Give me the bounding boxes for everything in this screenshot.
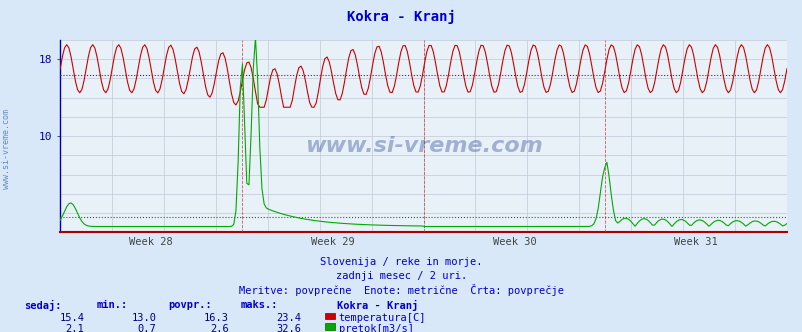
Text: 16.3: 16.3 xyxy=(204,313,229,323)
Text: 13.0: 13.0 xyxy=(132,313,156,323)
Text: pretok[m3/s]: pretok[m3/s] xyxy=(338,324,413,332)
Text: 2.1: 2.1 xyxy=(66,324,84,332)
Text: Week 31: Week 31 xyxy=(674,237,717,247)
Text: Meritve: povprečne  Enote: metrične  Črta: povprečje: Meritve: povprečne Enote: metrične Črta:… xyxy=(239,284,563,296)
Text: Week 30: Week 30 xyxy=(492,237,536,247)
Text: Week 28: Week 28 xyxy=(129,237,172,247)
Text: www.si-vreme.com: www.si-vreme.com xyxy=(2,110,11,189)
Text: min.:: min.: xyxy=(96,300,128,310)
Text: maks.:: maks.: xyxy=(241,300,278,310)
Text: Kokra - Kranj: Kokra - Kranj xyxy=(337,300,418,311)
Text: Slovenija / reke in morje.: Slovenija / reke in morje. xyxy=(320,257,482,267)
Text: 0.7: 0.7 xyxy=(138,324,156,332)
Text: 2.6: 2.6 xyxy=(210,324,229,332)
Text: povpr.:: povpr.: xyxy=(168,300,212,310)
Text: temperatura[C]: temperatura[C] xyxy=(338,313,426,323)
Text: Week 29: Week 29 xyxy=(310,237,354,247)
Text: www.si-vreme.com: www.si-vreme.com xyxy=(304,136,542,156)
Text: 32.6: 32.6 xyxy=(276,324,301,332)
Text: Kokra - Kranj: Kokra - Kranj xyxy=(346,10,456,24)
Text: 23.4: 23.4 xyxy=(276,313,301,323)
Text: zadnji mesec / 2 uri.: zadnji mesec / 2 uri. xyxy=(335,271,467,281)
Text: sedaj:: sedaj: xyxy=(24,300,62,311)
Text: 15.4: 15.4 xyxy=(59,313,84,323)
